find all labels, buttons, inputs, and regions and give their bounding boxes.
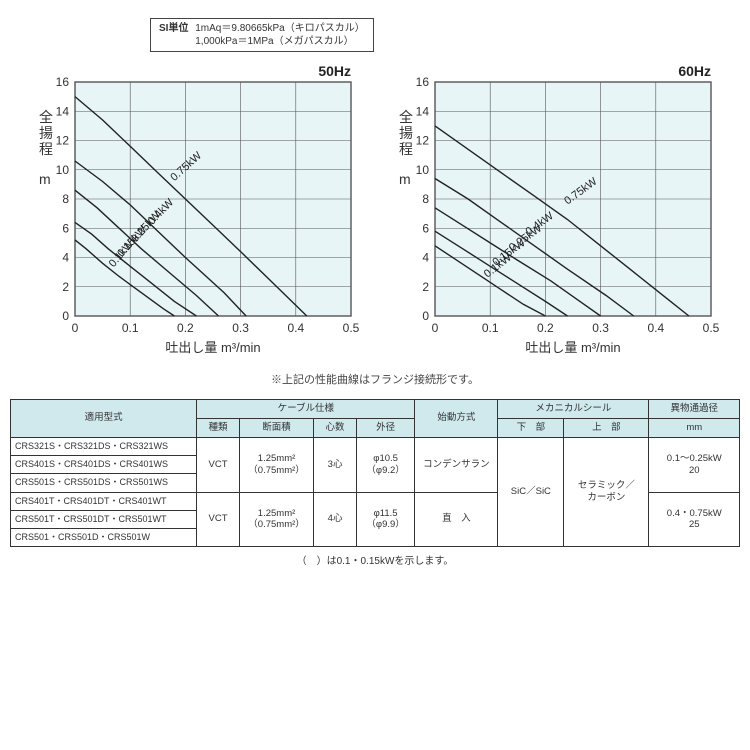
svg-text:2: 2 — [62, 280, 69, 294]
flange-note: ※上記の性能曲線はフランジ接続形です。 — [10, 371, 740, 387]
cell-vct2: VCT — [197, 492, 240, 547]
cell-area2: 1.25mm² （0.75mm²） — [239, 492, 313, 547]
svg-text:10: 10 — [416, 163, 430, 177]
th-cable: ケーブル仕様 — [197, 400, 415, 419]
svg-text:0.2: 0.2 — [537, 321, 554, 335]
svg-text:50Hz: 50Hz — [318, 63, 351, 79]
svg-text:0.3: 0.3 — [232, 321, 249, 335]
cell-start1: コンデンサラン — [415, 437, 498, 492]
svg-text:0.5: 0.5 — [703, 321, 720, 335]
svg-text:12: 12 — [416, 134, 430, 148]
svg-text:16: 16 — [56, 75, 70, 89]
svg-text:m: m — [39, 171, 51, 187]
svg-text:0.5: 0.5 — [343, 321, 360, 335]
svg-text:全: 全 — [399, 109, 413, 125]
th-mech-upper: 上 部 — [564, 418, 649, 437]
cell-vct1: VCT — [197, 437, 240, 492]
svg-text:16: 16 — [416, 75, 430, 89]
th-cable-cores: 心数 — [314, 418, 357, 437]
svg-text:8: 8 — [62, 192, 69, 206]
th-cable-od: 外径 — [356, 418, 415, 437]
svg-text:0: 0 — [72, 321, 79, 335]
svg-text:2: 2 — [422, 280, 429, 294]
th-pass-unit: mm — [649, 418, 740, 437]
table-row: CRS321S・CRS321DS・CRS321WS — [11, 437, 197, 455]
svg-text:14: 14 — [56, 104, 70, 118]
svg-text:0: 0 — [422, 309, 429, 323]
th-model: 適用型式 — [11, 400, 197, 438]
cell-start2: 直 入 — [415, 492, 498, 547]
si-label: SI単位 — [159, 23, 188, 34]
chart-50hz: 0 0.1 0.2 0.3 0.4 0.5 0 2 4 6 8 10 12 14 16 50Hz 全揚程m 吐出し… — [25, 58, 365, 361]
svg-text:0.2: 0.2 — [177, 321, 194, 335]
si-unit-box: SI単位 1mAq＝9.80665kPa（キロパスカル） SI単位 1,000k… — [150, 18, 374, 52]
svg-text:揚: 揚 — [39, 125, 53, 141]
cell-cores2: 4心 — [314, 492, 357, 547]
chart-60hz: 0 0.1 0.2 0.3 0.4 0.5 0 2 4 6 8 10 12 14 16 60Hz 全揚程m 吐出し… — [385, 58, 725, 361]
cell-od2: φ11.5 （φ9.9） — [356, 492, 415, 547]
th-cable-type: 種類 — [197, 418, 240, 437]
svg-text:吐出し量 m³/min: 吐出し量 m³/min — [165, 340, 260, 355]
svg-text:0.3: 0.3 — [592, 321, 609, 335]
svg-text:6: 6 — [62, 221, 69, 235]
svg-text:60Hz: 60Hz — [678, 63, 711, 79]
th-mech-lower: 下 部 — [498, 418, 564, 437]
cell-pass2: 0.4・0.75kW 25 — [649, 492, 740, 547]
svg-text:8: 8 — [422, 192, 429, 206]
table-row: CRS501S・CRS501DS・CRS501WS — [11, 474, 197, 492]
th-cable-area: 断面積 — [239, 418, 313, 437]
cell-mech-upper: セラミック／カーボン — [564, 437, 649, 547]
table-row: CRS401S・CRS401DS・CRS401WS — [11, 456, 197, 474]
svg-text:0: 0 — [62, 309, 69, 323]
svg-text:14: 14 — [416, 104, 430, 118]
table-row: CRS401T・CRS401DT・CRS401WT — [11, 492, 197, 510]
table-row: CRS501・CRS501D・CRS501W — [11, 529, 197, 547]
svg-text:0.4: 0.4 — [647, 321, 664, 335]
svg-text:吐出し量 m³/min: 吐出し量 m³/min — [525, 340, 620, 355]
cell-cores1: 3心 — [314, 437, 357, 492]
th-pass: 異物通過径 — [649, 400, 740, 419]
th-start: 始動方式 — [415, 400, 498, 438]
si-line2: 1,000kPa＝1MPa（メガパスカル） — [195, 36, 353, 47]
svg-text:0.4: 0.4 — [287, 321, 304, 335]
svg-text:6: 6 — [422, 221, 429, 235]
svg-text:m: m — [399, 171, 411, 187]
svg-text:4: 4 — [62, 251, 69, 265]
svg-text:0.1: 0.1 — [122, 321, 139, 335]
svg-text:揚: 揚 — [399, 125, 413, 141]
table-row: CRS501T・CRS501DT・CRS501WT — [11, 510, 197, 528]
svg-text:10: 10 — [56, 163, 70, 177]
si-line1: 1mAq＝9.80665kPa（キロパスカル） — [195, 23, 365, 34]
cell-mech-lower: SiC／SiC — [498, 437, 564, 547]
cell-od1: φ10.5 （φ9.2） — [356, 437, 415, 492]
spec-table: 適用型式 ケーブル仕様 始動方式 メカニカルシール 異物通過径 種類 断面積 心… — [10, 399, 740, 547]
charts-row: 00.10.20.30.40.5024681012141650Hz全揚程m吐出し… — [10, 58, 740, 361]
cell-pass1: 0.1～0.25kW 20 — [649, 437, 740, 492]
svg-text:12: 12 — [56, 134, 70, 148]
table-footnote: （ ）は0.1・0.15kWを示します。 — [10, 552, 740, 567]
cell-area1: 1.25mm² （0.75mm²） — [239, 437, 313, 492]
svg-text:4: 4 — [422, 251, 429, 265]
svg-text:0: 0 — [432, 321, 439, 335]
svg-text:程: 程 — [399, 141, 413, 157]
th-mech: メカニカルシール — [498, 400, 649, 419]
svg-text:0.1: 0.1 — [482, 321, 499, 335]
svg-text:程: 程 — [39, 141, 53, 157]
svg-text:全: 全 — [39, 109, 53, 125]
